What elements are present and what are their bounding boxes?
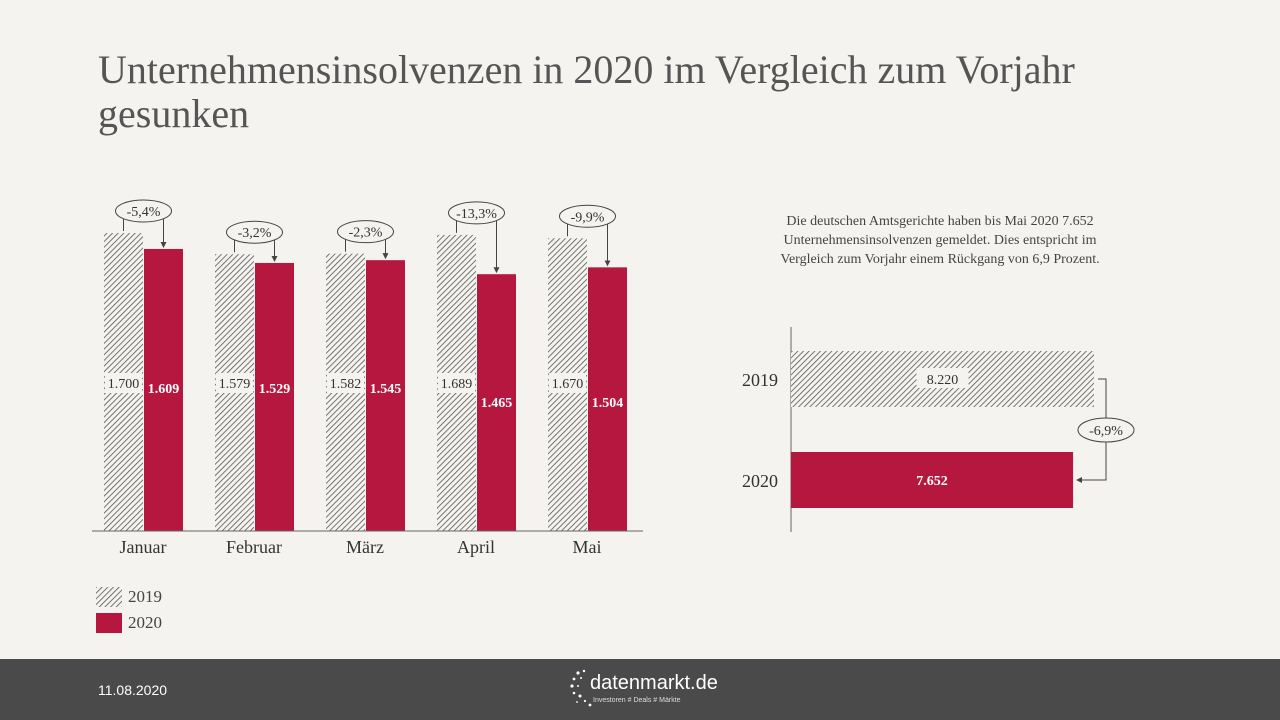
y-tick-label: 2019 [742, 370, 778, 390]
bar-2020-mai [588, 267, 627, 531]
x-tick-label: Mai [573, 537, 602, 557]
bar-2020-april [477, 274, 516, 531]
y-tick-label: 2020 [742, 471, 778, 491]
legend-label: 2020 [128, 613, 162, 632]
datenmarkt-logo[interactable]: datenmarkt.de Investoren # Deals # Märkt… [570, 667, 720, 713]
bar-value-2020: 1.465 [481, 396, 513, 411]
summary-text: Die deutschen Amtsgerichte haben bis Mai… [780, 214, 1100, 267]
bar-value-2020: 1.609 [148, 382, 180, 397]
bar-label-bg [105, 373, 142, 393]
bar-value-2019: 1.689 [441, 377, 473, 392]
change-bubble [115, 199, 172, 223]
bar-value-2020: 1.545 [370, 382, 402, 397]
change-label: -13,3% [456, 207, 497, 222]
change-bubble [448, 201, 505, 225]
hbar-label-bg [916, 368, 969, 388]
bar-value-2020: 1.529 [259, 382, 291, 397]
logo-name: datenmarkt.de [590, 672, 718, 694]
bar-value-2019: 1.670 [552, 377, 584, 392]
change-label: -5,4% [127, 205, 161, 220]
legend-item-2019: 2019 [96, 584, 162, 610]
legend-swatch-hatched [96, 587, 122, 607]
change-bubble [337, 220, 394, 244]
logo-tagline: Investoren # Deals # Märkte [593, 697, 681, 704]
hbar-value: 7.652 [916, 474, 948, 489]
x-tick-label: März [346, 537, 384, 557]
bar-label-bg [438, 373, 475, 393]
hbar-change-bubble [1077, 417, 1135, 443]
bar-label-bg [549, 373, 586, 393]
bar-2020-märz [366, 260, 405, 531]
yearly-comparison-chart: 8.220 2019 7.652 2020 -6,9% [742, 327, 1135, 532]
change-label: -3,2% [238, 226, 272, 241]
bar-value-2019: 1.582 [330, 377, 362, 392]
slide-title: Unternehmensinsolvenzen in 2020 im Vergl… [98, 47, 1075, 136]
x-tick-label: Januar [120, 537, 167, 557]
change-label: -9,9% [571, 210, 605, 225]
hbar-value: 8.220 [927, 373, 959, 388]
logo-dots-icon [570, 669, 592, 707]
bar-value-2019: 1.700 [108, 377, 140, 392]
x-tick-label: April [457, 537, 495, 557]
bar-value-2020: 1.504 [592, 396, 624, 411]
monthly-bar-chart: 1.700 1.609 -5,4% Januar 1.579 1.529 -3,2% Febr… [92, 199, 643, 557]
hbar-change-label: -6,9% [1089, 424, 1123, 439]
footer-date: 11.08.2020 [98, 682, 168, 698]
bar-value-2019: 1.579 [219, 377, 251, 392]
change-bubble [559, 204, 616, 228]
chart-legend: 2019 2020 [96, 584, 162, 636]
bar-label-bg [327, 373, 364, 393]
change-label: -2,3% [349, 226, 383, 241]
bar-2020-februar [255, 262, 294, 531]
hbar-2020 [791, 452, 1074, 508]
legend-swatch-solid [96, 613, 122, 633]
legend-item-2020: 2020 [96, 610, 162, 636]
bar-label-bg [216, 373, 253, 393]
legend-label: 2019 [128, 587, 162, 606]
x-tick-label: Februar [226, 537, 282, 557]
bar-2020-januar [144, 248, 183, 531]
footer-bar: 11.08.2020 datenmarkt.de Investoren # De… [0, 659, 1280, 720]
change-bubble [226, 220, 283, 244]
